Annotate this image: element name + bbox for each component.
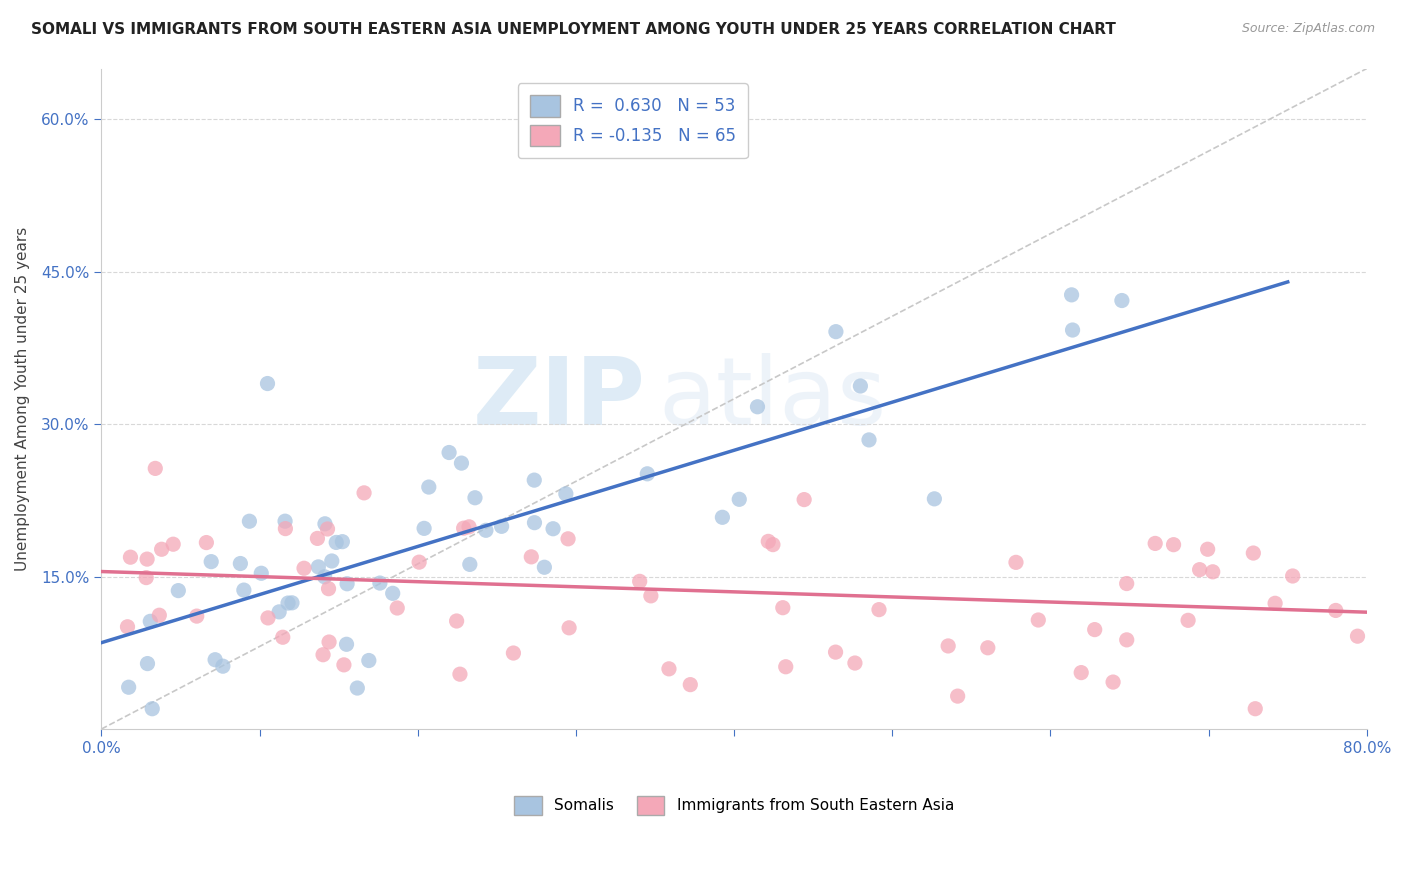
Point — [636, 467, 658, 481]
Point — [136, 552, 159, 566]
Point — [936, 639, 959, 653]
Point — [139, 615, 162, 629]
Point — [1324, 603, 1347, 617]
Point — [316, 522, 339, 536]
Point — [1026, 613, 1049, 627]
Point — [558, 621, 581, 635]
Point — [458, 520, 481, 534]
Point — [148, 608, 170, 623]
Point — [1005, 555, 1028, 569]
Point — [274, 522, 297, 536]
Point — [271, 630, 294, 644]
Point — [281, 596, 304, 610]
Point — [257, 611, 280, 625]
Point — [491, 519, 513, 533]
Point — [541, 522, 564, 536]
Point — [277, 596, 299, 610]
Point — [1241, 546, 1264, 560]
Point — [1197, 542, 1219, 557]
Point — [450, 456, 472, 470]
Point — [162, 537, 184, 551]
Point — [186, 609, 208, 624]
Point — [269, 605, 291, 619]
Text: Source: ZipAtlas.com: Source: ZipAtlas.com — [1241, 22, 1375, 36]
Point — [453, 521, 475, 535]
Point — [533, 560, 555, 574]
Point — [475, 523, 498, 537]
Point — [135, 571, 157, 585]
Point — [756, 534, 779, 549]
Point — [1163, 538, 1185, 552]
Point — [868, 602, 890, 616]
Point — [195, 535, 218, 549]
Point — [381, 586, 404, 600]
Point — [238, 514, 260, 528]
Point — [232, 583, 254, 598]
Point — [679, 678, 702, 692]
Point — [256, 376, 278, 391]
Point — [554, 487, 576, 501]
Point — [1264, 596, 1286, 610]
Text: SOMALI VS IMMIGRANTS FROM SOUTH EASTERN ASIA UNEMPLOYMENT AMONG YOUTH UNDER 25 Y: SOMALI VS IMMIGRANTS FROM SOUTH EASTERN … — [31, 22, 1116, 37]
Point — [658, 662, 681, 676]
Point — [1062, 323, 1084, 337]
Point — [1244, 702, 1267, 716]
Point — [458, 558, 481, 572]
Point — [353, 486, 375, 500]
Point — [446, 614, 468, 628]
Point — [274, 514, 297, 528]
Point — [775, 659, 797, 673]
Point — [858, 433, 880, 447]
Point — [167, 583, 190, 598]
Point — [120, 550, 142, 565]
Point — [418, 480, 440, 494]
Text: ZIP: ZIP — [472, 352, 645, 445]
Point — [307, 532, 329, 546]
Point — [924, 491, 946, 506]
Y-axis label: Unemployment Among Youth under 25 years: Unemployment Among Youth under 25 years — [15, 227, 30, 571]
Point — [212, 659, 235, 673]
Point — [229, 557, 252, 571]
Point — [200, 555, 222, 569]
Point — [250, 566, 273, 581]
Point — [1202, 565, 1225, 579]
Point — [118, 680, 141, 694]
Point — [1347, 629, 1369, 643]
Point — [1102, 675, 1125, 690]
Point — [628, 574, 651, 589]
Point — [844, 656, 866, 670]
Point — [314, 516, 336, 531]
Point — [849, 379, 872, 393]
Point — [321, 554, 343, 568]
Point — [346, 681, 368, 695]
Point — [141, 702, 163, 716]
Point — [1177, 613, 1199, 627]
Point — [1084, 623, 1107, 637]
Point — [204, 653, 226, 667]
Point — [747, 400, 769, 414]
Point — [449, 667, 471, 681]
Point — [1144, 536, 1167, 550]
Point — [1060, 288, 1083, 302]
Point — [523, 516, 546, 530]
Point — [557, 532, 579, 546]
Point — [824, 645, 846, 659]
Point — [1115, 576, 1137, 591]
Point — [292, 561, 315, 575]
Point — [318, 635, 340, 649]
Point — [502, 646, 524, 660]
Point — [336, 576, 359, 591]
Point — [307, 560, 329, 574]
Point — [523, 473, 546, 487]
Point — [325, 535, 347, 549]
Point — [1070, 665, 1092, 680]
Point — [1111, 293, 1133, 308]
Point — [368, 576, 391, 591]
Point — [520, 549, 543, 564]
Point — [793, 492, 815, 507]
Point — [464, 491, 486, 505]
Point — [977, 640, 1000, 655]
Point — [312, 648, 335, 662]
Point — [946, 689, 969, 703]
